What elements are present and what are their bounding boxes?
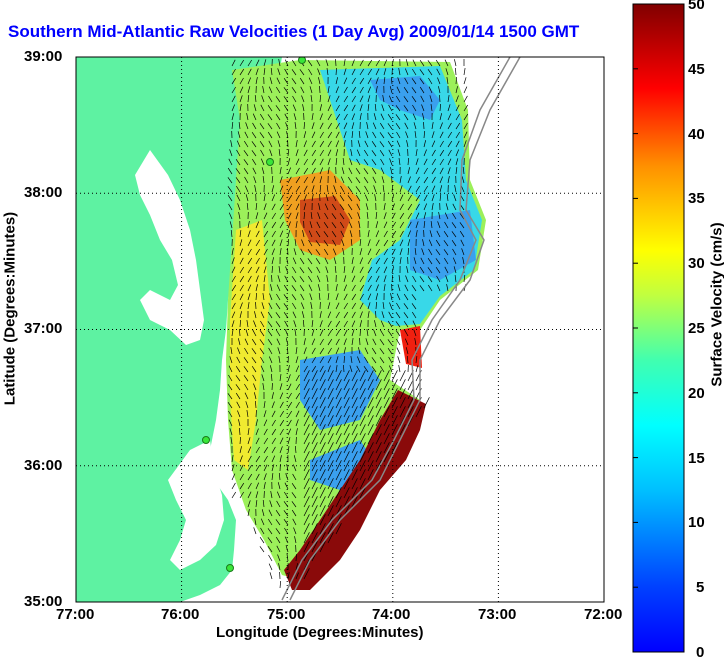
- colorbar-tick: 5: [696, 579, 704, 596]
- lon-tick: 75:00: [267, 606, 305, 623]
- colorbar-tick: 50: [688, 0, 705, 13]
- lat-tick: 38:00: [24, 184, 62, 201]
- velocity-arrow: [256, 410, 257, 417]
- x-axis-label: Longitude (Degrees:Minutes): [216, 624, 424, 641]
- lat-tick: 36:00: [24, 457, 62, 474]
- lon-tick: 76:00: [161, 606, 199, 623]
- velocity-arrow: [336, 59, 337, 66]
- lon-tick: 77:00: [56, 606, 94, 623]
- radar-station: [267, 159, 274, 166]
- radar-station: [203, 437, 210, 444]
- lat-tick: 37:00: [24, 320, 62, 337]
- colorbar-tick: 30: [688, 255, 705, 272]
- velocity-arrow: [320, 86, 321, 93]
- velocity-arrow: [360, 338, 361, 345]
- y-axis-label: Latitude (Degrees:Minutes): [2, 209, 19, 409]
- radar-station: [227, 565, 234, 572]
- velocity-arrow: [424, 122, 425, 129]
- velocity-arrow: [440, 95, 441, 102]
- velocity-arrow: [272, 275, 273, 282]
- colorbar-label: Surface Velocity (cm/s): [709, 200, 724, 410]
- colorbar-tick: 40: [688, 126, 705, 143]
- lat-tick: 39:00: [24, 48, 62, 65]
- colorbar-tick: 25: [688, 320, 705, 337]
- colorbar-tick: 15: [688, 450, 705, 467]
- colorbar-tick: 10: [688, 514, 705, 531]
- colorbar-tick: 0: [696, 644, 704, 661]
- colorbar-tick: 20: [688, 385, 705, 402]
- velocity-arrow: [272, 383, 273, 390]
- colorbar-tick: 45: [688, 61, 705, 78]
- radar-station: [299, 57, 306, 64]
- colorbar: [633, 4, 684, 652]
- colorbar-tick: 35: [688, 190, 705, 207]
- velocity-arrow: [376, 311, 377, 318]
- lon-tick: 72:00: [584, 606, 622, 623]
- lon-tick: 73:00: [478, 606, 516, 623]
- lon-tick: 74:00: [372, 606, 410, 623]
- velocity-arrow: [288, 356, 289, 363]
- velocity-arrow: [256, 302, 257, 309]
